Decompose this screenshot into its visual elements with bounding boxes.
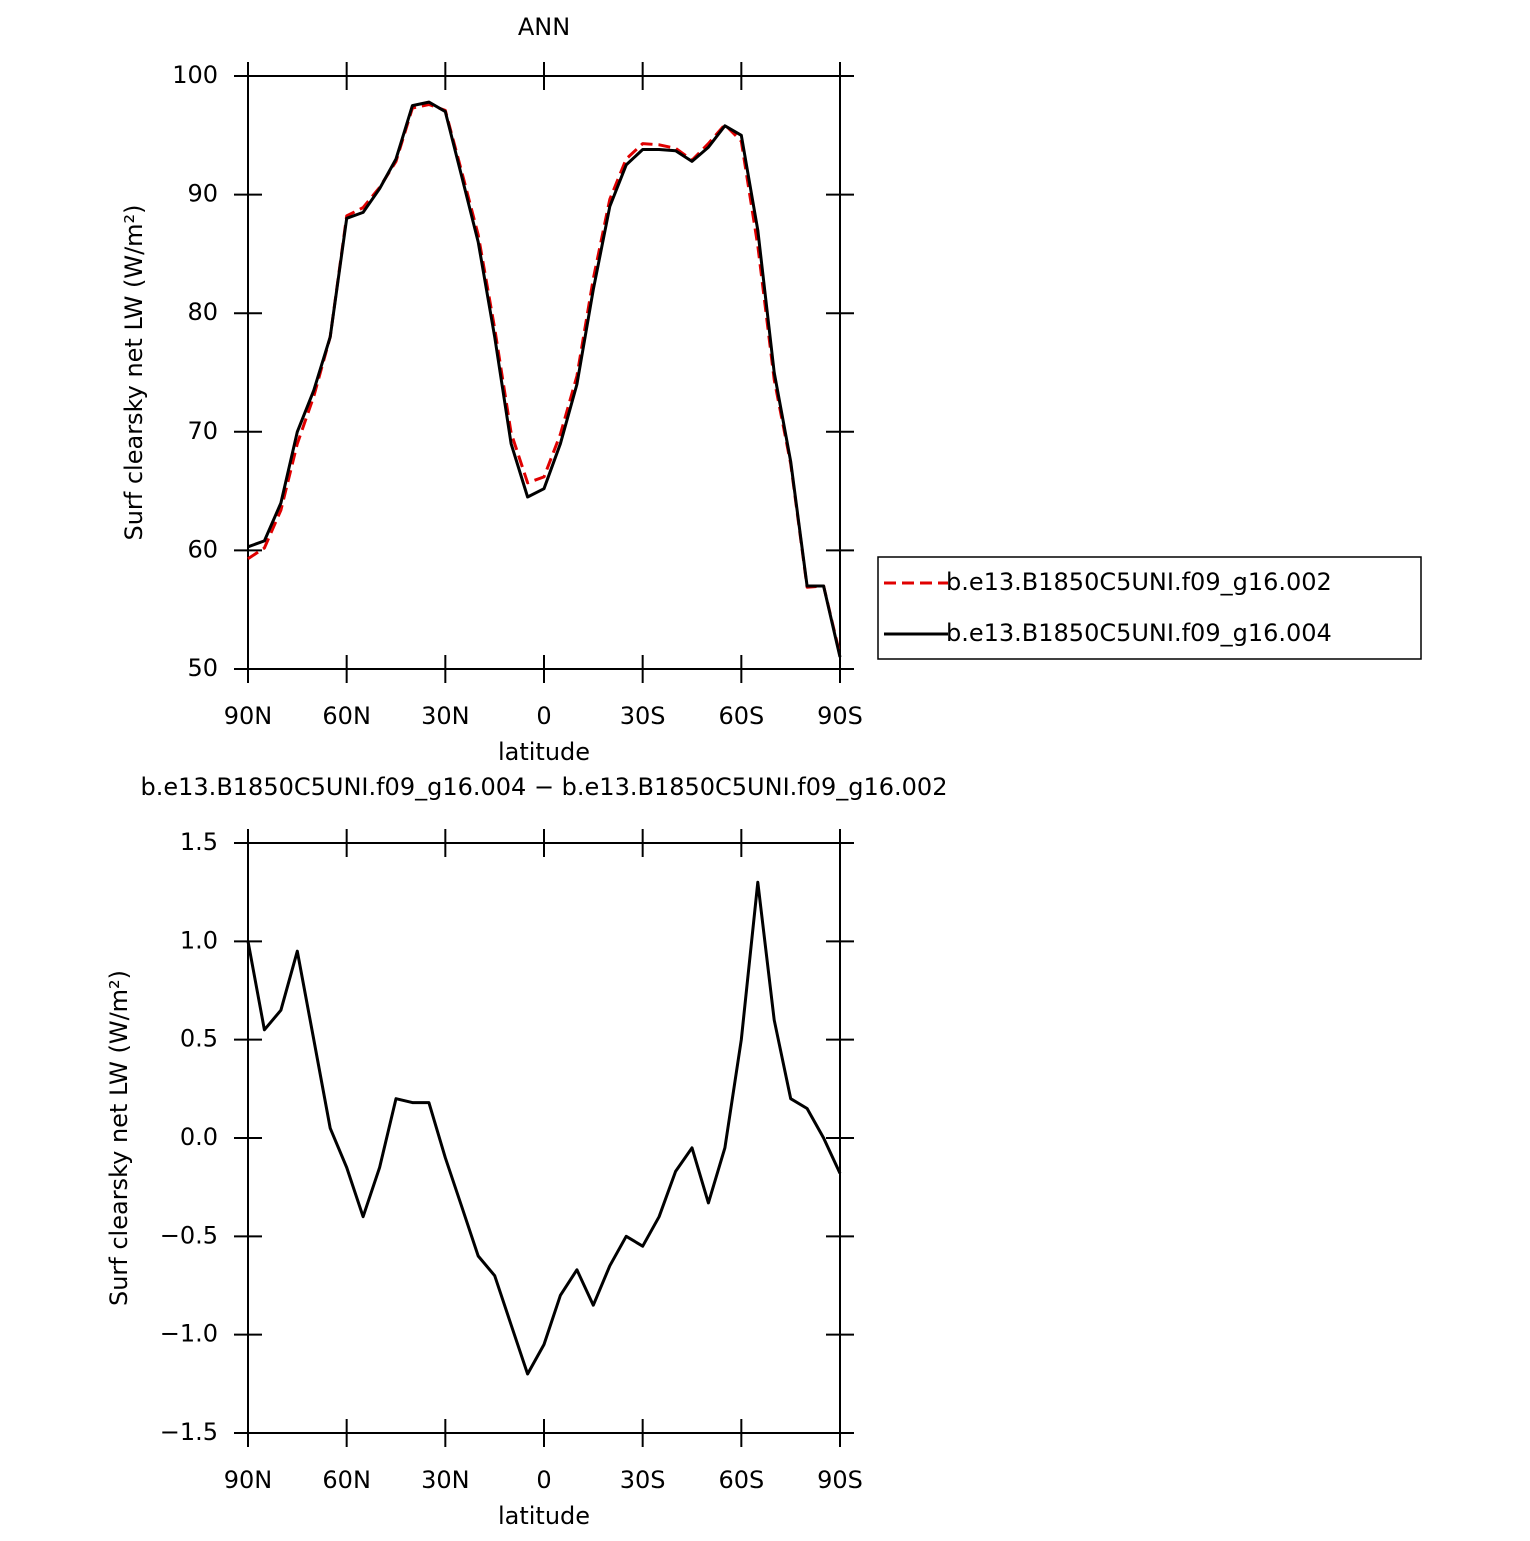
x-tick-label: 30N [421,702,470,730]
y-tick-label: 100 [172,61,218,89]
x-tick-label: 60S [718,702,764,730]
y-tick-label: 0.0 [180,1123,218,1151]
x-tick-label: 90N [224,1466,273,1494]
y-tick-label: 90 [187,180,218,208]
x-tick-label: 60S [718,1466,764,1494]
chart-title: ANN [518,13,570,41]
x-tick-label: 60N [322,702,371,730]
y-axis-label: Surf clearsky net LW (W/m²) [120,204,148,540]
y-tick-label: 1.0 [180,926,218,954]
y-tick-label: −1.5 [160,1418,218,1446]
y-tick-label: 1.5 [180,828,218,856]
y-axis-label: Surf clearsky net LW (W/m²) [105,970,133,1306]
y-tick-label: 70 [187,417,218,445]
y-tick-label: 80 [187,298,218,326]
y-tick-label: 50 [187,654,218,682]
x-tick-label: 0 [536,702,551,730]
x-axis-label: latitude [498,1502,590,1530]
series-line [247,100,842,658]
legend-box [877,556,1422,660]
y-tick-label: 0.5 [180,1025,218,1053]
series-line [246,880,842,1376]
x-tick-label: 30S [620,702,666,730]
plot-frame [247,842,841,1434]
x-tick-label: 30S [620,1466,666,1494]
legend-label: b.e13.B1850C5UNI.f09_g16.002 [946,568,1332,596]
x-tick-label: 0 [536,1466,551,1494]
chart-title: b.e13.B1850C5UNI.f09_g16.004 − b.e13.B18… [141,773,948,801]
y-tick-label: −1.0 [160,1320,218,1348]
y-tick-label: −0.5 [160,1221,218,1249]
x-tick-label: 30N [421,1466,470,1494]
x-tick-label: 90N [224,702,273,730]
plot-frame [247,75,841,670]
y-tick-label: 60 [187,535,218,563]
x-axis-label: latitude [498,738,590,766]
x-tick-label: 60N [322,1466,371,1494]
legend-label: b.e13.B1850C5UNI.f09_g16.004 [946,619,1332,647]
x-tick-label: 90S [817,1466,863,1494]
x-tick-label: 90S [817,702,863,730]
